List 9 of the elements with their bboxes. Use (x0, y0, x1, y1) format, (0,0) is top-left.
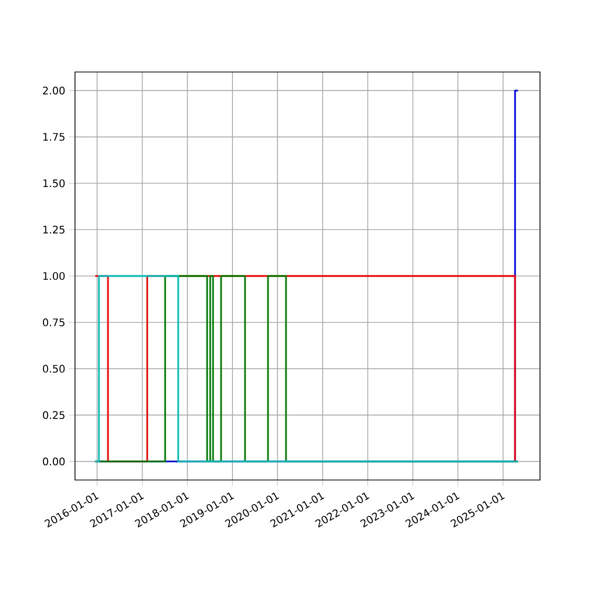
y-tick-label: 1.25 (43, 226, 64, 234)
y-tick-label: 1.00 (43, 272, 65, 280)
y-tick-label: 1.75 (43, 133, 64, 141)
y-tick-label: 0.50 (42, 364, 65, 373)
y-tick-label: 0.25 (42, 411, 64, 420)
y-tick-label: 1.50 (43, 179, 65, 188)
y-tick-label: 0.00 (42, 458, 65, 466)
y-tick-label: 0.75 (42, 318, 64, 326)
y-tick-label: 2.00 (43, 86, 65, 94)
